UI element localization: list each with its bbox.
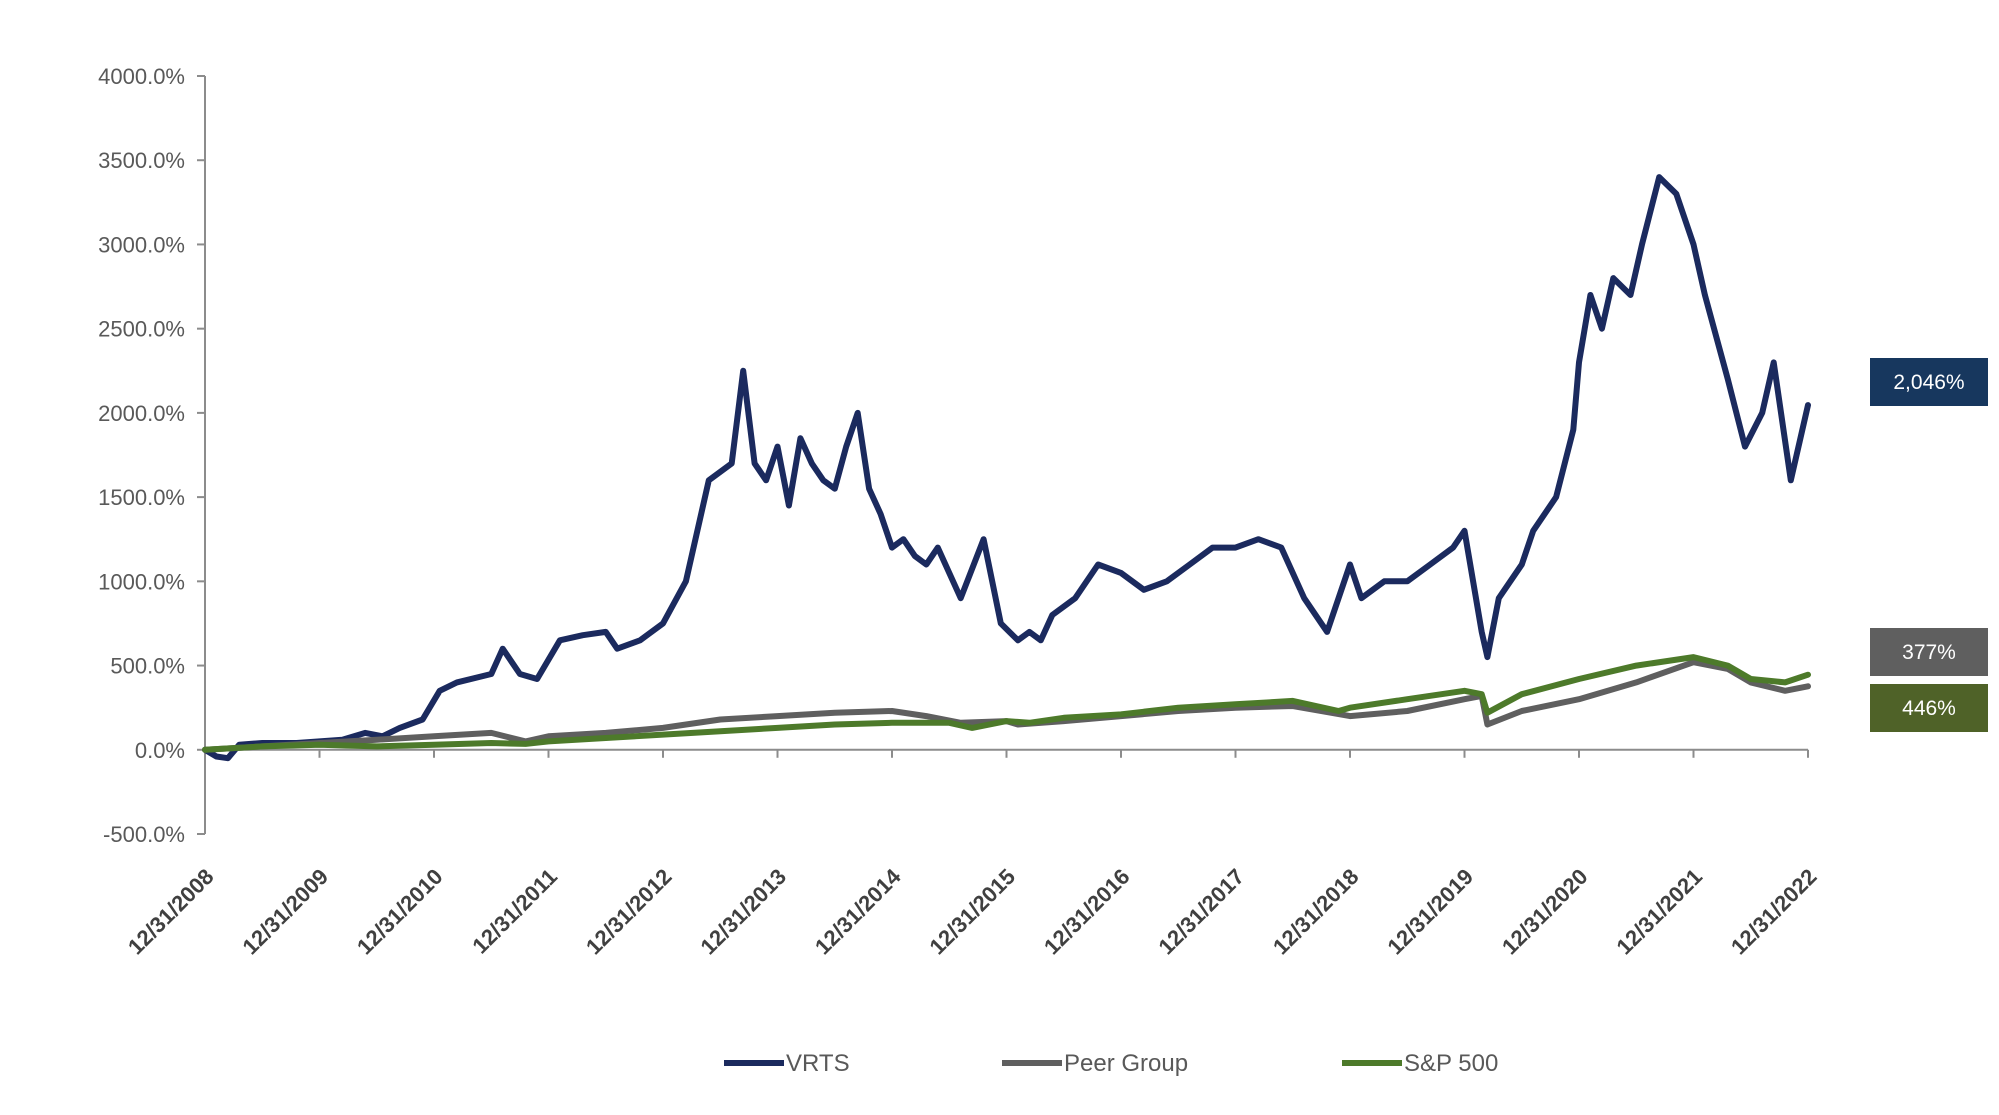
legend-item: VRTS [724, 1050, 850, 1077]
end-label-background [1870, 358, 1988, 406]
legend-item: S&P 500 [1342, 1050, 1498, 1077]
series-line-s-p-500 [202, 654, 1811, 753]
y-tick-label: 500.0% [110, 654, 185, 679]
series-line-peer-group [202, 659, 1811, 753]
x-tick-label: 12/31/2011 [467, 864, 562, 959]
y-tick-label: 0.0% [135, 738, 185, 763]
end-label-badge: 2,046% [1870, 358, 1988, 406]
y-tick-label: 1000.0% [98, 569, 185, 594]
x-tick-label: 12/31/2017 [1153, 864, 1249, 960]
legend-label: S&P 500 [1404, 1050, 1498, 1077]
x-tick-label: 12/31/2018 [1268, 864, 1364, 960]
y-tick-label: 3500.0% [98, 148, 185, 173]
legend-item: Peer Group [1002, 1050, 1188, 1077]
end-label-background [1870, 628, 1988, 676]
series-layer [202, 174, 1811, 762]
x-tick-label: 12/31/2014 [810, 863, 906, 959]
series-line-vrts [202, 174, 1811, 762]
end-label-badge: 446% [1870, 684, 1988, 732]
y-tick-label: 3000.0% [98, 232, 185, 257]
y-tick-label: 4000.0% [98, 64, 185, 89]
legend: VRTS Peer Group S&P 500 [724, 1050, 1498, 1077]
end-label-value: 2,046% [1893, 371, 1964, 394]
y-tick-label: 2000.0% [98, 401, 185, 426]
x-tick-label: 12/31/2020 [1497, 864, 1593, 960]
y-tick-label: 2500.0% [98, 317, 185, 342]
end-label-badge: 377% [1870, 628, 1988, 676]
x-tick-label: 12/31/2009 [237, 864, 333, 960]
x-tick-label: 12/31/2013 [695, 864, 791, 960]
legend-label: VRTS [786, 1050, 850, 1077]
end-label-value: 377% [1902, 641, 1956, 664]
x-tick-label: 12/31/2021 [1611, 864, 1707, 960]
x-tick-label: 12/31/2012 [581, 864, 677, 960]
end-label-background [1870, 684, 1988, 732]
y-tick-label: 1500.0% [98, 485, 185, 510]
x-tick-label: 12/31/2019 [1382, 864, 1478, 960]
x-tick-label: 12/31/2010 [352, 864, 448, 960]
x-tick-label: 12/31/2022 [1726, 864, 1822, 960]
y-tick-label: -500.0% [103, 822, 185, 847]
end-label-value: 446% [1902, 697, 1956, 720]
x-tick-label: 12/31/2015 [924, 864, 1020, 960]
axes-layer: -500.0% 0.0% 500.0% 1000.0% 1500.0% 2000.0% 25… [98, 64, 1821, 959]
x-tick-label: 12/31/2016 [1039, 864, 1135, 960]
legend-label: Peer Group [1064, 1050, 1188, 1077]
end-label-layer: 2,046% 377% 446% [1870, 358, 1988, 732]
x-tick-label: 12/31/2008 [123, 864, 219, 960]
